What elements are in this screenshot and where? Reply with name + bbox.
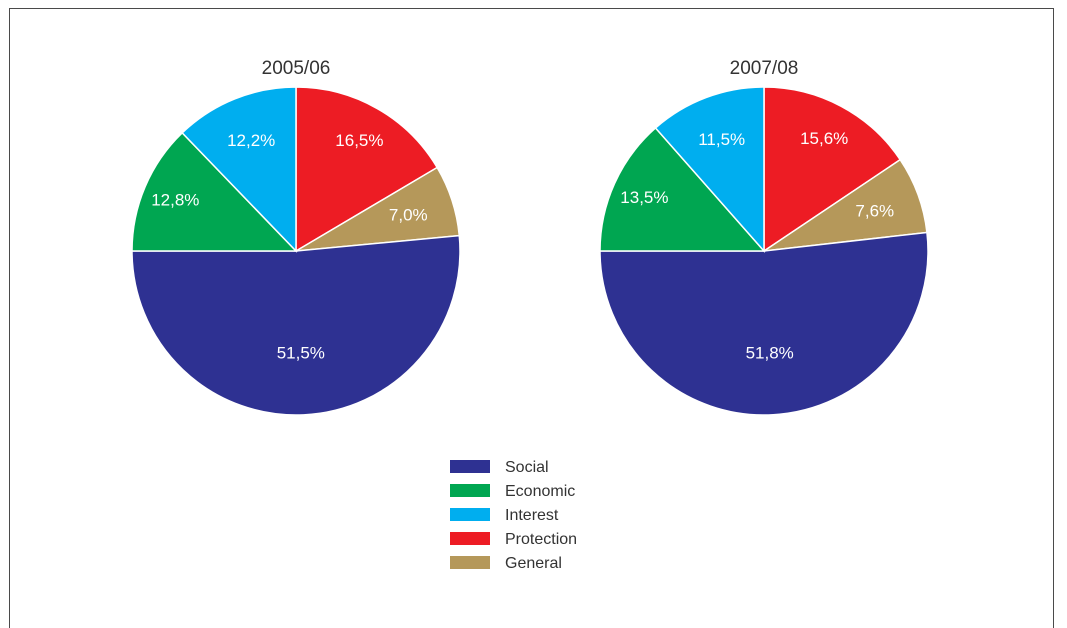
pie-chart-2005-06: 2005/06 16,5% 7,0% 51,5% 12,8% 12,2%	[131, 58, 461, 416]
slice-label-protection: 16,5%	[335, 131, 383, 150]
pie-slice-economic	[599, 126, 766, 252]
pie-slice-protection	[295, 86, 439, 253]
pie-slice-interest	[181, 86, 297, 253]
slice-label-general: 7,6%	[855, 201, 894, 220]
pie-title: 2007/08	[730, 58, 799, 79]
slice-label-social: 51,5%	[277, 344, 325, 363]
slice-label-economic: 12,8%	[151, 191, 199, 210]
legend-swatch-general	[450, 556, 490, 569]
legend: Social Economic Interest Protection General	[450, 459, 577, 572]
slice-label-protection: 15,6%	[800, 129, 848, 148]
slice-label-interest: 12,2%	[227, 131, 275, 150]
legend-swatch-protection	[450, 532, 490, 545]
slice-label-social: 51,8%	[746, 344, 794, 363]
legend-label-interest: Interest	[505, 507, 559, 524]
pie-slice-social	[599, 231, 929, 416]
legend-swatch-interest	[450, 508, 490, 521]
slice-label-economic: 13,5%	[620, 188, 668, 207]
pie-chart-2007-08: 2007/08 15,6% 7,6% 51,8% 13,5% 11,5%	[599, 58, 929, 416]
legend-swatch-social	[450, 460, 490, 473]
pie-slice-protection	[763, 86, 902, 253]
legend-label-general: General	[505, 555, 562, 572]
pie-slice-interest	[654, 86, 765, 253]
pie-slice-social	[131, 234, 461, 416]
legend-label-protection: Protection	[505, 531, 577, 548]
legend-label-economic: Economic	[505, 483, 575, 500]
pie-title: 2005/06	[262, 58, 331, 79]
pie-slice-economic	[131, 131, 298, 252]
legend-label-social: Social	[505, 459, 549, 476]
legend-swatch-economic	[450, 484, 490, 497]
slice-label-general: 7,0%	[389, 206, 428, 225]
slice-label-interest: 11,5%	[698, 130, 745, 149]
